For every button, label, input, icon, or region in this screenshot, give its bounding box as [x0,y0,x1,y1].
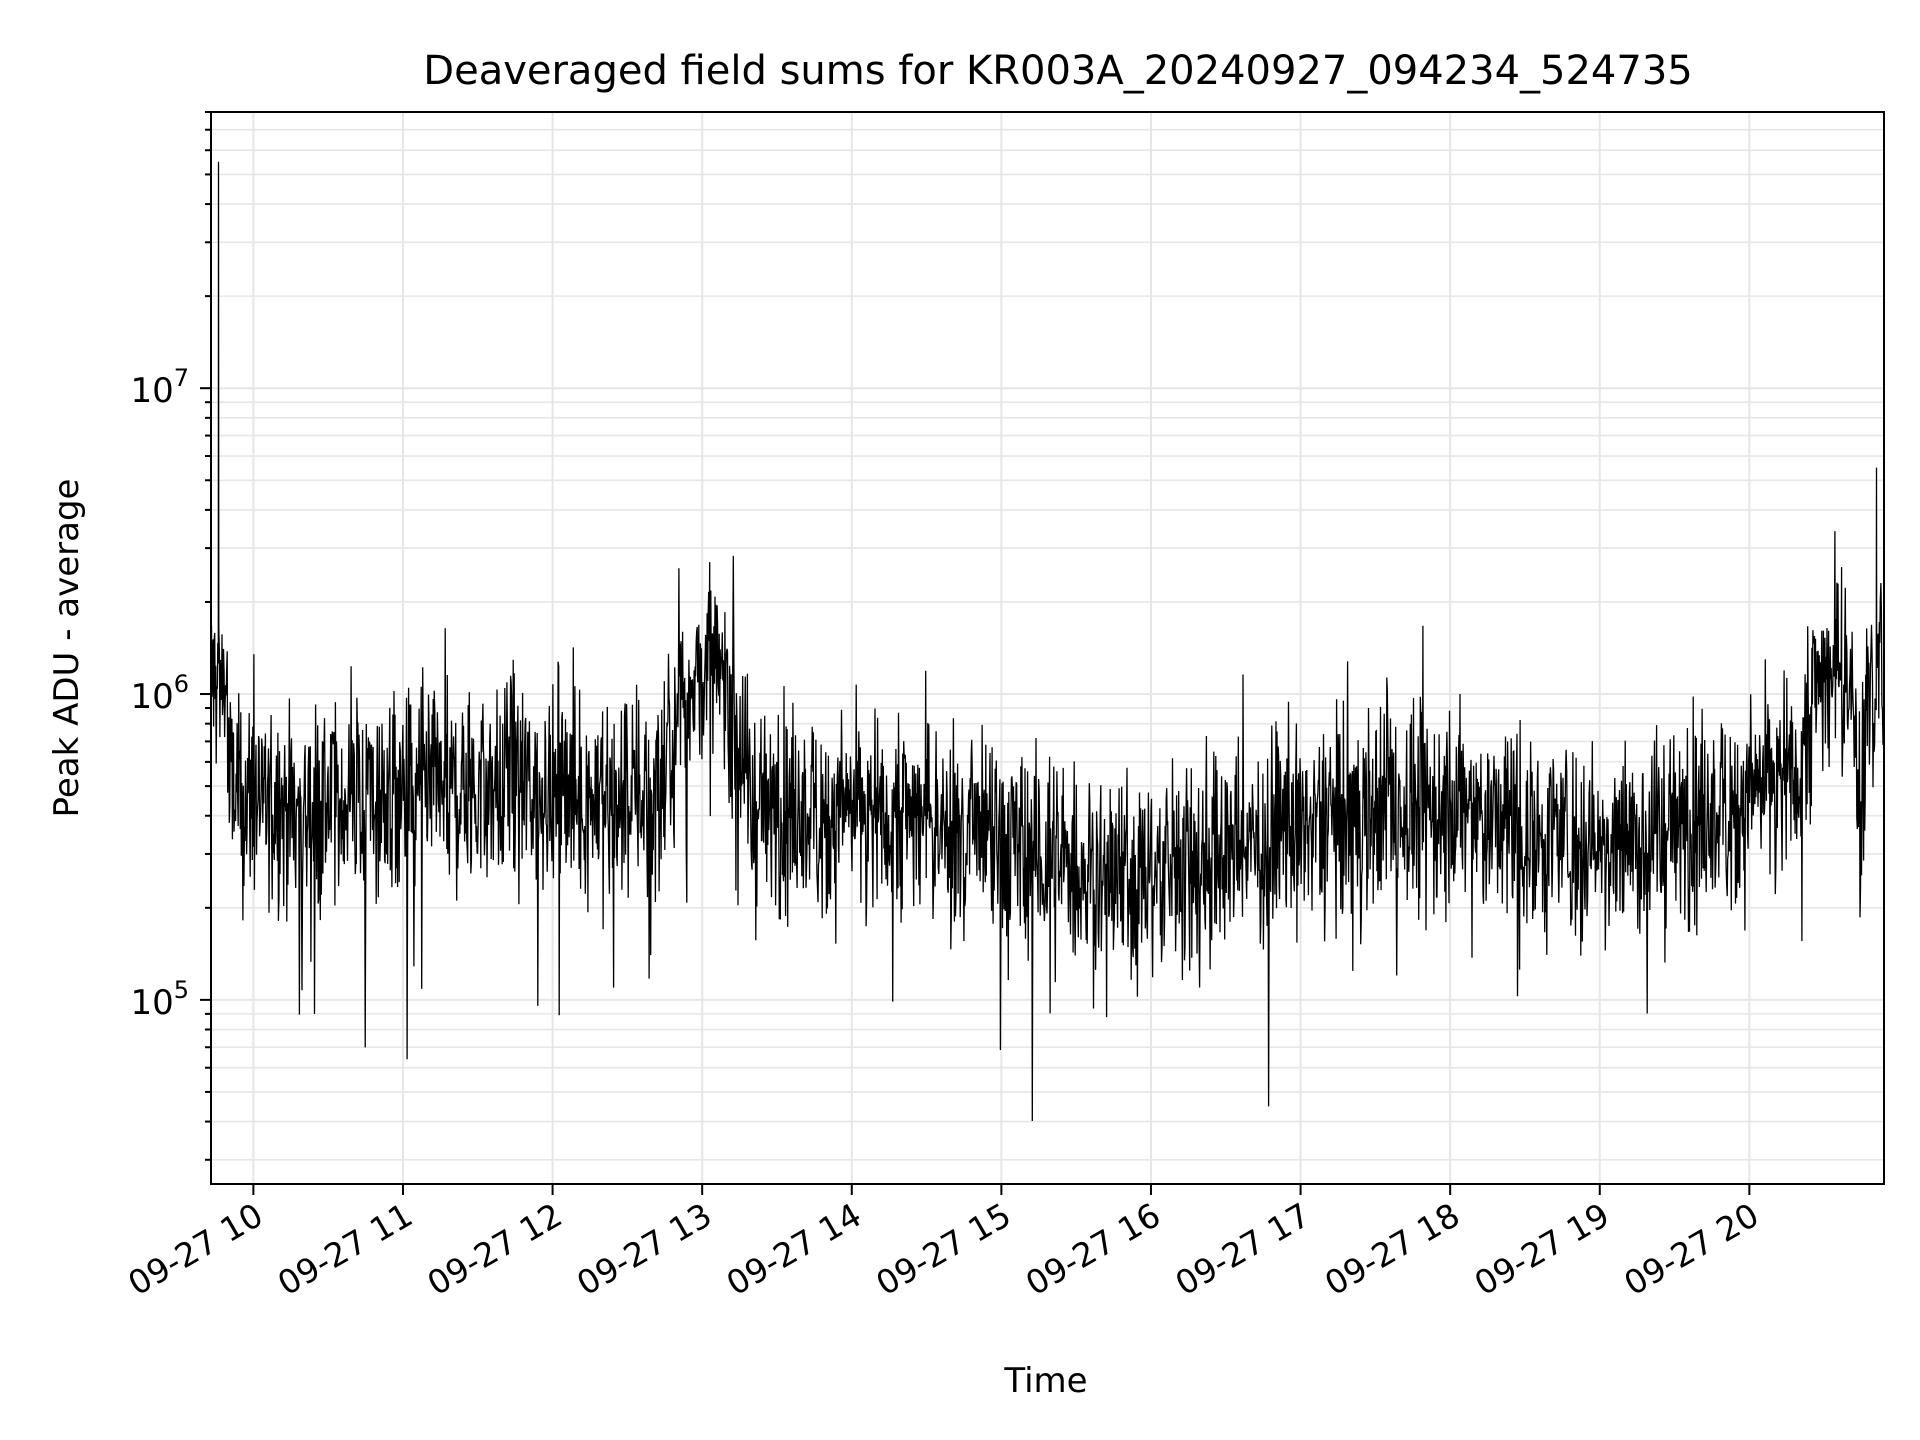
y-tick-label: 107 [130,364,189,411]
y-tick-label: 105 [130,976,189,1023]
series-layer [210,161,1885,1122]
y-axis-label: Peak ADU - average [47,479,87,818]
chart-title: Deaveraged field sums for KR003A_2024092… [423,48,1692,94]
y-axis: 105 106 107 [130,111,211,1161]
x-axis-label: Time [1003,1361,1087,1401]
y-tick-label: 106 [130,670,189,717]
plot-frame [210,111,1885,1185]
series-line [210,161,1885,1122]
